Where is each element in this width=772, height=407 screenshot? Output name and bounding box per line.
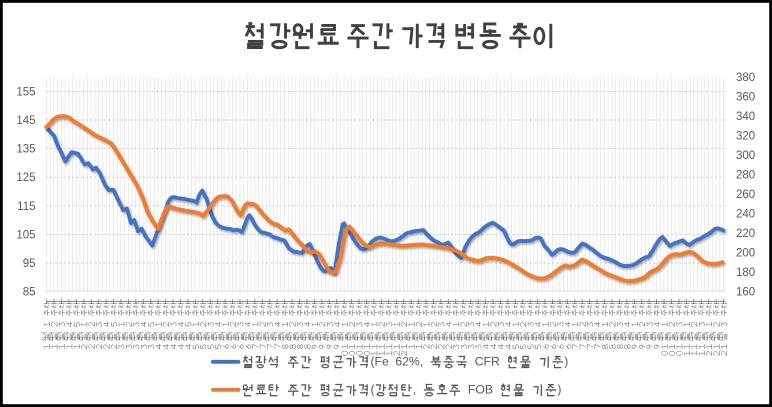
svg-text:105: 105 <box>16 229 35 241</box>
svg-text:CFR: CFR <box>475 354 500 368</box>
svg-text:300: 300 <box>736 150 755 162</box>
svg-text:220: 220 <box>736 228 755 240</box>
svg-text:260: 260 <box>736 189 755 201</box>
svg-text:240: 240 <box>736 209 755 221</box>
svg-text:360: 360 <box>736 92 755 104</box>
svg-text:160: 160 <box>736 287 755 299</box>
svg-text:180: 180 <box>736 267 755 279</box>
svg-text:280: 280 <box>736 170 755 182</box>
svg-text:): ) <box>557 382 561 396</box>
svg-text:320: 320 <box>736 131 755 143</box>
svg-text:135: 135 <box>16 144 35 156</box>
svg-text:155: 155 <box>16 86 35 98</box>
svg-text:125: 125 <box>16 172 35 184</box>
svg-text:85: 85 <box>23 287 36 299</box>
svg-text:95: 95 <box>23 258 36 270</box>
svg-text:62%,: 62%, <box>395 354 423 368</box>
svg-text:200: 200 <box>736 248 755 260</box>
svg-text:380: 380 <box>736 72 755 84</box>
svg-text:): ) <box>564 354 568 368</box>
svg-text:115: 115 <box>17 201 35 213</box>
svg-text:FOB: FOB <box>468 382 493 396</box>
svg-text:340: 340 <box>736 111 755 123</box>
svg-text:(: ( <box>370 382 374 396</box>
svg-text:145: 145 <box>16 115 35 127</box>
svg-text:(Fe: (Fe <box>370 354 389 368</box>
svg-text:,: , <box>413 382 416 396</box>
